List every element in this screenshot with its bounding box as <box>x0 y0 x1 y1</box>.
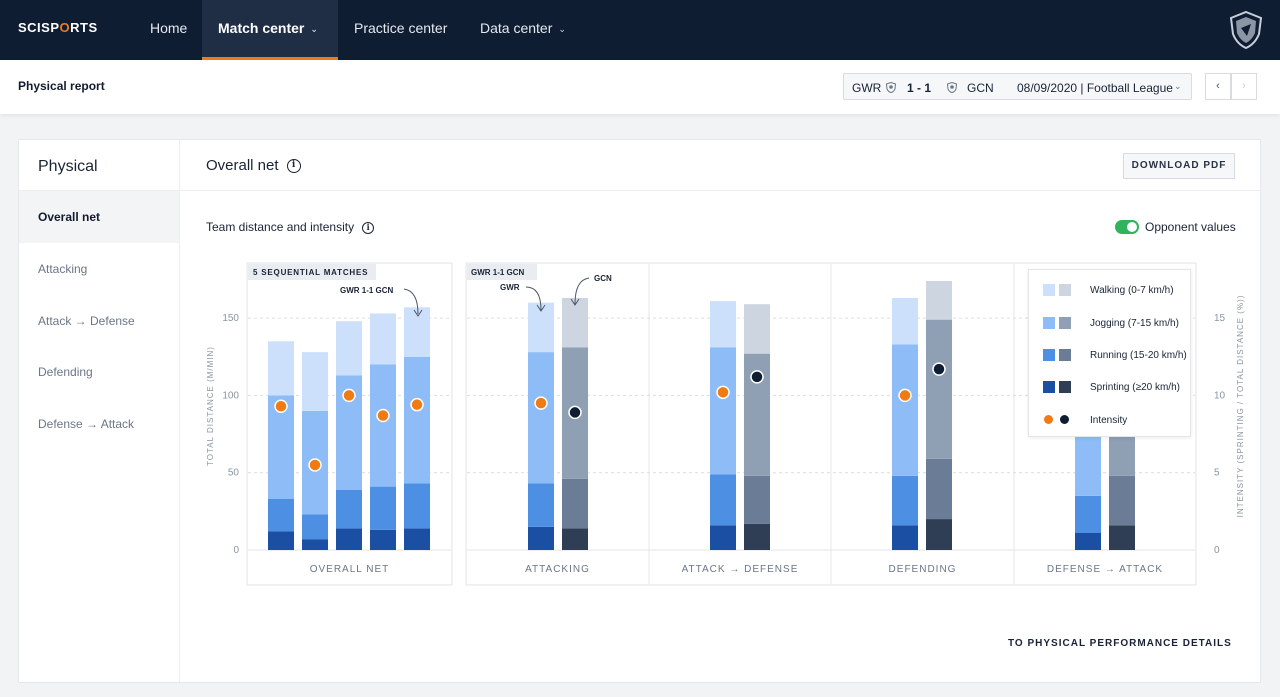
legend-dot-team <box>1044 415 1053 424</box>
sidebar-item-attacking[interactable]: Attacking <box>38 262 88 276</box>
legend-label: Walking (0-7 km/h) <box>1090 285 1174 296</box>
opponent-values-toggle[interactable] <box>1115 220 1139 234</box>
nav-item-label: Practice center <box>354 20 448 36</box>
club-shield-icon[interactable] <box>1228 10 1264 50</box>
nav-item-label: Data center <box>480 20 553 36</box>
legend-swatch-team <box>1043 284 1055 296</box>
away-shield-icon <box>947 82 957 93</box>
nav-item-data-center[interactable]: Data center ⌄ <box>468 0 578 60</box>
sidebar-item-defending[interactable]: Defending <box>38 365 93 379</box>
next-match-button[interactable]: › <box>1231 73 1257 100</box>
nav-item-home[interactable]: Home <box>138 0 199 60</box>
match-info: 08/09/2020 | Football League <box>1017 81 1173 95</box>
brand-text-accent: O <box>59 20 71 35</box>
info-icon[interactable]: i <box>286 159 301 174</box>
legend-swatch-opp <box>1059 349 1071 361</box>
legend-swatch-opp <box>1059 381 1071 393</box>
legend-label: Intensity <box>1090 415 1128 426</box>
nav-item-label: Home <box>150 20 188 36</box>
section-title-text: Team distance and intensity <box>206 220 355 234</box>
nav-item-match-center[interactable]: Match center ⌄ <box>202 0 338 60</box>
chevron-down-icon: ⌄ <box>558 24 566 35</box>
chart-legend: Walking (0-7 km/h) Jogging (7-15 km/h) R… <box>1028 269 1191 437</box>
legend-swatch-opp <box>1059 317 1071 329</box>
physical-details-link[interactable]: TO PHYSICAL PERFORMANCE DETAILS <box>1008 638 1232 649</box>
chevron-down-icon: ⌄ <box>1174 81 1182 91</box>
section-title: Team distance and intensity i <box>206 220 375 234</box>
content-panel: Overall net i DOWNLOAD PDF Team distance … <box>180 140 1261 682</box>
match-select[interactable]: GWR 1 - 1 GCN 08/09/2020 | Football Leag… <box>843 73 1192 100</box>
match-score: 1 - 1 <box>907 81 932 95</box>
brand-text-left: SCISP <box>18 20 60 35</box>
sub-header: Physical report GWR 1 - 1 GCN 08/09/2020… <box>0 60 1280 114</box>
physical-sidebar: Physical Overall net Attacking Attack → … <box>19 140 180 682</box>
content-header: Overall net i DOWNLOAD PDF <box>180 140 1261 191</box>
chevron-down-icon: ⌄ <box>310 24 318 35</box>
divider <box>19 190 180 191</box>
brand-logo[interactable]: SCISPORTS <box>18 20 98 35</box>
download-pdf-button[interactable]: DOWNLOAD PDF <box>1123 153 1235 179</box>
sidebar-item-overall-net[interactable]: Overall net <box>19 191 179 243</box>
home-shield-icon <box>886 82 896 93</box>
legend-dot-opp <box>1060 415 1069 424</box>
legend-label: Running (15-20 km/h) <box>1090 350 1187 361</box>
nav-item-label: Match center <box>218 20 305 36</box>
page-title: Physical report <box>18 79 105 93</box>
sidebar-title: Physical <box>38 158 98 175</box>
match-away-team: GCN <box>967 81 994 95</box>
opponent-values-label: Opponent values <box>1145 220 1236 234</box>
info-icon[interactable]: i <box>362 221 375 234</box>
nav-item-practice-center[interactable]: Practice center <box>342 0 459 60</box>
brand-text-right: RTS <box>70 20 98 35</box>
prev-match-button[interactable]: ‹ <box>1205 73 1231 100</box>
match-home-team: GWR <box>852 81 882 95</box>
sidebar-item-attack-defense[interactable]: Attack → Defense <box>38 314 135 328</box>
legend-label: Jogging (7-15 km/h) <box>1090 318 1179 329</box>
content-title: Overall net i <box>206 157 301 174</box>
legend-swatch-team <box>1043 317 1055 329</box>
sidebar-item-defense-attack[interactable]: Defense → Attack <box>38 417 135 431</box>
top-nav: SCISPORTS Home Match center ⌄ Practice ce… <box>0 0 1280 60</box>
content-title-text: Overall net <box>206 157 279 174</box>
legend-swatch-opp <box>1059 284 1071 296</box>
legend-swatch-team <box>1043 381 1055 393</box>
toggle-knob <box>1127 222 1137 232</box>
legend-label: Sprinting (≥20 km/h) <box>1090 382 1180 393</box>
legend-swatch-team <box>1043 349 1055 361</box>
